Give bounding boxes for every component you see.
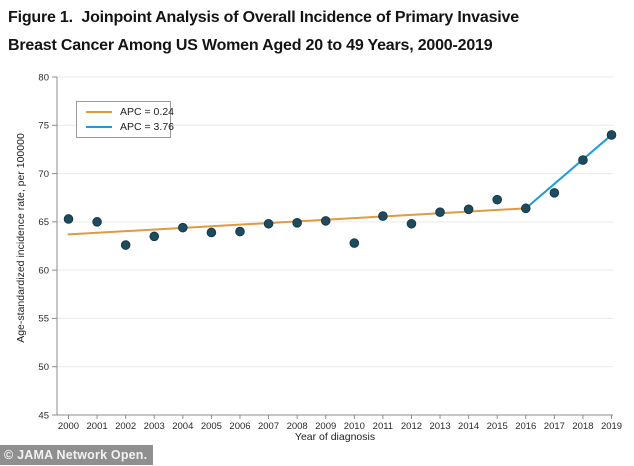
x-tick-label: 2013 <box>429 421 450 432</box>
x-tick-label: 2008 <box>287 421 308 432</box>
x-tick-label: 2002 <box>115 421 136 432</box>
x-tick-label: 2010 <box>344 421 365 432</box>
x-tick-label: 2000 <box>58 421 79 432</box>
y-tick-label: 50 <box>38 362 49 373</box>
x-tick-label: 2011 <box>373 421 393 432</box>
data-point-2004 <box>178 222 188 233</box>
legend-label: APC = 3.76 <box>120 121 174 133</box>
y-tick-label: 60 <box>38 265 49 276</box>
x-tick-label: 2014 <box>458 421 479 432</box>
x-tick-label: 2017 <box>544 421 565 432</box>
legend-line-swatch <box>86 111 112 113</box>
data-point-2012 <box>406 218 417 229</box>
x-tick-label: 2019 <box>601 421 622 432</box>
data-point-2016 <box>520 203 531 214</box>
legend-item: APC = 0.24 <box>86 106 174 118</box>
x-tick-label: 2018 <box>572 421 593 432</box>
chart-legend: APC = 0.24 APC = 3.76 <box>76 101 174 138</box>
y-tick-label: 65 <box>38 217 49 228</box>
legend-item: APC = 3.76 <box>86 121 174 133</box>
x-tick-label: 2016 <box>515 421 536 432</box>
data-point-2002 <box>120 240 131 250</box>
x-tick-label: 2004 <box>172 421 193 432</box>
y-tick-label: 55 <box>38 314 49 325</box>
x-tick-label: 2003 <box>144 421 165 432</box>
x-tick-label: 2006 <box>229 421 250 432</box>
y-tick-label: 75 <box>38 121 49 132</box>
x-tick-label: 2015 <box>487 421 508 432</box>
x-tick-label: 2009 <box>315 421 336 432</box>
jama-watermark: © JAMA Network Open. <box>0 445 154 465</box>
y-tick-label: 80 <box>38 72 49 83</box>
data-point-2019 <box>606 130 617 140</box>
y-tick-label: 45 <box>38 410 49 421</box>
x-tick-label: 2012 <box>401 421 422 432</box>
data-point-2011 <box>378 211 388 221</box>
y-axis-label: Age-standardized incidence rate, per 100… <box>15 133 27 343</box>
data-point-2000 <box>63 214 74 224</box>
data-point-2010 <box>349 238 360 248</box>
data-point-2008 <box>292 218 302 228</box>
data-point-2014 <box>463 204 474 215</box>
data-point-2015 <box>492 194 503 205</box>
data-point-2017 <box>549 188 560 198</box>
x-axis-label: Year of diagnosis <box>294 431 376 443</box>
data-point-2005 <box>206 227 217 238</box>
x-tick-label: 2005 <box>201 421 222 432</box>
figure-title-line2: Breast Cancer Among US Women Aged 20 to … <box>8 37 493 54</box>
x-tick-label: 2007 <box>258 421 279 432</box>
trend-segment-2 <box>524 133 613 210</box>
data-point-2006 <box>235 226 245 237</box>
y-tick-label: 70 <box>38 169 49 180</box>
data-point-2003 <box>149 231 160 242</box>
legend-line-swatch <box>86 126 112 128</box>
data-point-2007 <box>263 218 274 229</box>
figure-title: Figure 1. Joinpoint Analysis of Overall … <box>8 4 519 60</box>
data-point-2018 <box>578 155 588 165</box>
x-tick-label: 2001 <box>87 421 108 432</box>
legend-label: APC = 0.24 <box>120 106 174 118</box>
data-point-2013 <box>435 207 445 217</box>
data-point-2009 <box>320 216 331 226</box>
data-point-2001 <box>92 217 102 227</box>
figure-title-line1: Figure 1. Joinpoint Analysis of Overall … <box>8 9 519 26</box>
